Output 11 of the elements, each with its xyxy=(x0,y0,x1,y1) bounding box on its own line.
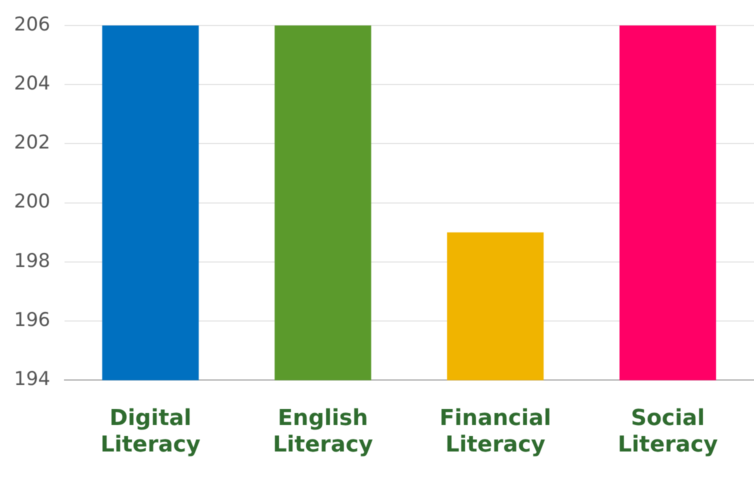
y-tick-label: 204 xyxy=(14,72,50,94)
y-tick-label: 200 xyxy=(14,190,50,213)
y-tick-label: 198 xyxy=(14,250,50,272)
x-tick-label: English Literacy xyxy=(272,406,373,458)
x-tick-label: Financial Literacy xyxy=(439,406,552,458)
y-tick-label: 202 xyxy=(14,132,50,154)
y-tick-label: 194 xyxy=(14,368,50,390)
x-tick-label: Social Literacy xyxy=(618,406,718,458)
y-tick-label: 196 xyxy=(14,309,50,332)
x-tick-label: Digital Literacy xyxy=(100,406,201,458)
y-tick-label: 206 xyxy=(14,13,50,36)
